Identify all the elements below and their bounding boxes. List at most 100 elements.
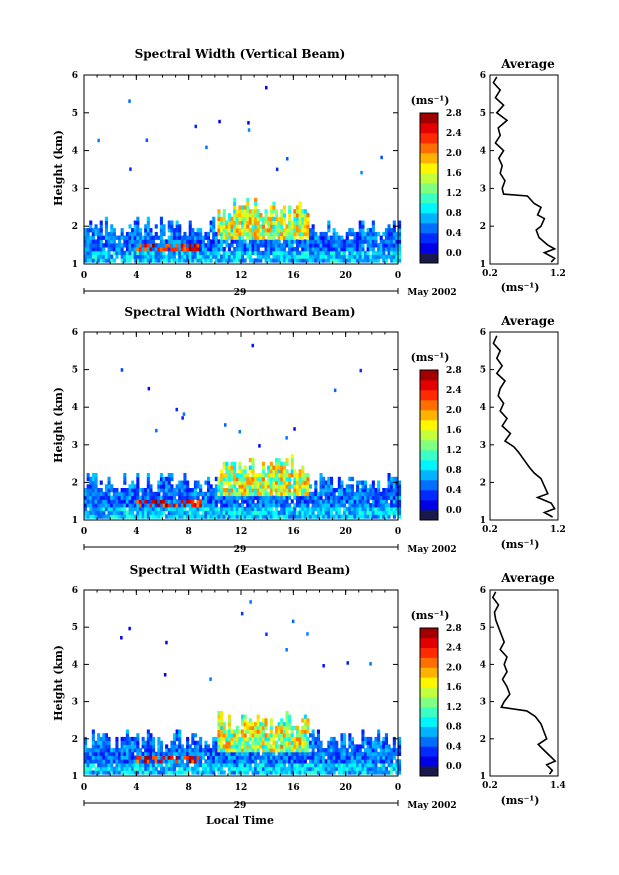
heatmap-cell — [120, 740, 124, 745]
heatmap-cell — [133, 258, 137, 263]
heatmap-cell — [280, 763, 284, 768]
heatmap-cell — [112, 250, 116, 256]
heatmap-cell — [196, 748, 200, 753]
heatmap-cell — [275, 250, 279, 256]
heatmap-cell — [120, 514, 124, 519]
heatmap-cell — [293, 247, 297, 252]
colorbar-segment — [420, 223, 438, 234]
heatmap-cell — [89, 250, 93, 256]
heatmap-cell — [330, 759, 334, 764]
heatmap-cell — [139, 763, 143, 768]
heatmap-cell — [120, 235, 124, 240]
heatmap-cell — [301, 759, 305, 764]
heatmap-cell — [384, 506, 388, 512]
heatmap-cell — [382, 243, 386, 248]
heatmap-cell — [265, 632, 268, 636]
heatmap-cell — [162, 766, 166, 771]
heatmap-cell — [162, 228, 166, 233]
heatmap-cell — [306, 770, 310, 775]
colorbar-tick-label: 1.6 — [446, 426, 462, 436]
heatmap-cell — [154, 763, 158, 768]
day-label-2: 29 — [234, 545, 247, 555]
heatmap-cell — [364, 748, 368, 753]
heatmap-cell — [230, 231, 234, 237]
heatmap-cell — [335, 514, 339, 519]
heatmap-cell — [167, 510, 171, 515]
heatmap-cell — [335, 488, 339, 493]
heatmap-cell — [186, 243, 190, 248]
heatmap-cell — [243, 714, 247, 719]
heatmap-cell — [288, 224, 292, 229]
x-tick-label: 8 — [186, 783, 192, 793]
heatmap-cell — [86, 243, 90, 248]
heatmap-cell — [340, 491, 344, 497]
heatmap-cell — [136, 488, 140, 493]
heatmap-cell — [149, 514, 153, 519]
heatmap-cell — [288, 744, 292, 749]
heatmap-cell — [159, 484, 163, 489]
heatmap-cell — [84, 495, 88, 500]
heatmap-cell — [254, 766, 258, 771]
heatmap-cell — [392, 488, 396, 493]
heatmap-cell — [241, 235, 245, 240]
heatmap-cell — [196, 491, 200, 497]
heatmap-cell — [227, 770, 231, 775]
heatmap-cell — [178, 503, 182, 508]
heatmap-cell — [301, 744, 305, 749]
heatmap-cell — [183, 254, 187, 259]
panel-title-vertical: Spectral Width (Vertical Beam) — [135, 47, 346, 61]
heatmap-cell — [225, 480, 229, 485]
heatmap-cell — [361, 484, 365, 489]
heatmap-cell — [350, 740, 354, 745]
heatmap-cell — [288, 759, 292, 764]
heatmap-cell — [251, 224, 255, 229]
heatmap-cell — [316, 740, 320, 745]
heatmap-cell — [290, 755, 294, 760]
heatmap-cell — [199, 763, 203, 768]
heatmap-cell — [107, 231, 111, 237]
heatmap-cell — [149, 748, 153, 753]
heatmap-cell — [84, 228, 88, 233]
heatmap-cell — [180, 254, 184, 259]
heatmap-cell — [269, 748, 273, 753]
y-tick-label: 2 — [72, 222, 78, 232]
profile-y-tick-label: 4 — [480, 403, 486, 413]
heatmap-cell — [222, 228, 226, 233]
heatmap-cell — [220, 495, 224, 500]
heatmap-cell — [377, 733, 381, 738]
heatmap-cell — [319, 495, 323, 500]
heatmap-cell — [327, 491, 331, 497]
heatmap-cell — [377, 751, 381, 756]
heatmap-cell — [125, 770, 129, 775]
heatmap-cell — [235, 744, 239, 749]
heatmap-cell — [175, 506, 179, 512]
heatmap-cell — [309, 755, 313, 760]
heatmap-cell — [246, 744, 250, 749]
heatmap-cell — [261, 465, 265, 470]
heatmap-cell — [275, 465, 279, 470]
heatmap-cell — [209, 751, 213, 756]
heatmap-cell — [123, 499, 127, 504]
heatmap-cell — [188, 759, 192, 764]
heatmap-cell — [146, 766, 150, 771]
heatmap-cell — [264, 473, 268, 478]
heatmap-cell — [277, 488, 281, 493]
heatmap-cell — [243, 729, 247, 734]
heatmap-cell — [139, 759, 143, 764]
heatmap-cell — [301, 209, 305, 214]
heatmap-cell — [104, 763, 108, 768]
heatmap-cell — [222, 736, 226, 742]
heatmap-cell — [183, 235, 187, 240]
heatmap-cell — [369, 755, 373, 760]
heatmap-cell — [139, 510, 143, 515]
heatmap-cell — [288, 228, 292, 233]
heatmap-cell — [322, 488, 326, 493]
heatmap-cell — [233, 476, 237, 482]
heatmap-cell — [173, 514, 177, 519]
heatmap-cell — [295, 258, 299, 263]
heatmap-cell — [89, 220, 93, 225]
heatmap-cell — [330, 744, 334, 749]
heatmap-cell — [246, 197, 250, 203]
heatmap-cell — [264, 499, 268, 504]
heatmap-cell — [361, 736, 365, 742]
